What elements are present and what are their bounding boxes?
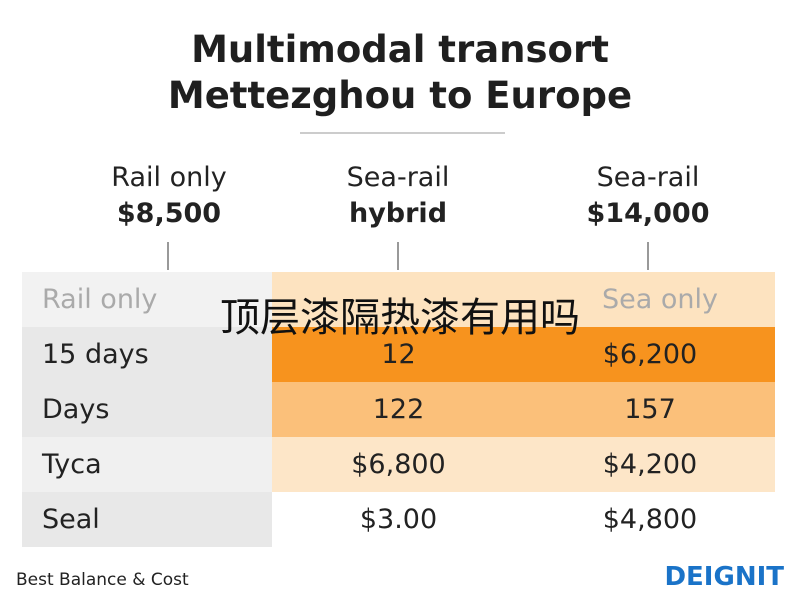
table-cell: 122 bbox=[272, 382, 525, 437]
tick bbox=[397, 242, 399, 270]
divider bbox=[300, 132, 505, 134]
table-cell: $4,800 bbox=[602, 504, 698, 535]
tick bbox=[167, 242, 169, 270]
column-value: $14,000 bbox=[586, 198, 710, 229]
column-label: Sea-rail bbox=[346, 162, 450, 193]
column-label: Sea-rail bbox=[596, 162, 700, 193]
caption: Best Balance & Cost bbox=[16, 570, 189, 590]
table-cell: 15 days bbox=[22, 327, 272, 382]
column-header: Rail only $8,500 bbox=[44, 160, 294, 232]
table-cell: Rail only bbox=[22, 272, 272, 327]
table-cell: $4,200 bbox=[525, 437, 775, 492]
column-label: Rail only bbox=[111, 162, 227, 193]
overlay-text: 顶层漆隔热漆有用吗 bbox=[220, 295, 580, 341]
table-cell: 12 bbox=[272, 327, 525, 382]
table-cell: Sea only bbox=[525, 272, 775, 327]
column-value: $8,500 bbox=[116, 198, 222, 229]
table-cell: Days bbox=[22, 382, 272, 437]
title: Multimodal transort bbox=[191, 28, 609, 71]
column-value: hybrid bbox=[348, 198, 448, 229]
table-cell: 157 bbox=[525, 382, 775, 437]
table-cell bbox=[272, 272, 525, 327]
table-cell: $6,800 bbox=[272, 437, 525, 492]
table-cell: $6,200 bbox=[525, 327, 775, 382]
column-header: Sea-rail hybrid bbox=[273, 160, 523, 232]
table-cell: Tyca bbox=[22, 437, 272, 492]
tick bbox=[647, 242, 649, 270]
title: Mettezghou to Europe bbox=[167, 74, 633, 117]
table-cell: $3.00 bbox=[359, 504, 438, 535]
column-header: Sea-rail $14,000 bbox=[523, 160, 773, 232]
table-cell: Seal bbox=[22, 492, 272, 547]
brand: DEIGNIT bbox=[664, 562, 784, 592]
